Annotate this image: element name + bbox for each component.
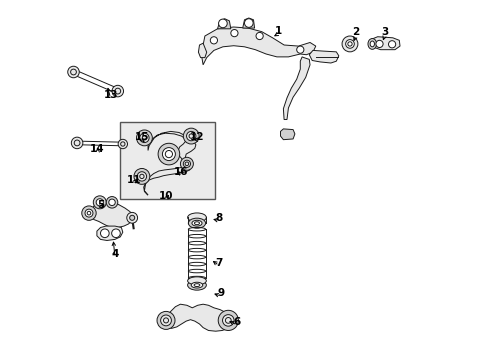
Text: 11: 11 (126, 175, 141, 185)
Circle shape (71, 137, 82, 149)
Circle shape (108, 199, 115, 206)
Polygon shape (217, 19, 230, 29)
Circle shape (68, 66, 79, 78)
Text: 14: 14 (90, 144, 105, 154)
Circle shape (111, 229, 120, 238)
Text: 8: 8 (215, 213, 223, 223)
Text: 4: 4 (111, 249, 119, 259)
Circle shape (218, 310, 238, 330)
Text: 10: 10 (159, 191, 173, 201)
Text: 3: 3 (381, 27, 388, 37)
Text: 9: 9 (217, 288, 224, 298)
Text: 15: 15 (134, 132, 149, 142)
FancyBboxPatch shape (120, 122, 214, 199)
Polygon shape (280, 129, 294, 140)
Circle shape (256, 32, 263, 40)
Text: 13: 13 (103, 90, 118, 100)
Circle shape (210, 37, 217, 44)
Circle shape (112, 85, 123, 97)
Polygon shape (198, 43, 206, 58)
Polygon shape (283, 57, 309, 120)
Circle shape (296, 46, 303, 53)
Circle shape (186, 131, 196, 141)
Circle shape (230, 30, 238, 37)
Circle shape (345, 40, 354, 48)
Ellipse shape (187, 213, 206, 222)
Ellipse shape (367, 39, 376, 49)
Circle shape (140, 133, 149, 143)
Ellipse shape (369, 41, 374, 47)
Polygon shape (309, 50, 338, 63)
Ellipse shape (188, 218, 205, 228)
Polygon shape (242, 18, 254, 28)
Circle shape (160, 315, 171, 326)
Circle shape (93, 196, 106, 209)
Circle shape (129, 215, 134, 220)
Circle shape (106, 197, 118, 208)
Polygon shape (143, 131, 196, 195)
Circle shape (158, 143, 179, 165)
Circle shape (157, 311, 175, 329)
Circle shape (96, 199, 103, 206)
Circle shape (222, 315, 234, 326)
Circle shape (101, 229, 109, 238)
Ellipse shape (191, 282, 203, 288)
Circle shape (126, 212, 137, 223)
Text: 2: 2 (352, 27, 359, 37)
Circle shape (134, 168, 149, 184)
Circle shape (118, 139, 127, 149)
Ellipse shape (187, 277, 206, 285)
Polygon shape (89, 202, 133, 228)
Ellipse shape (192, 220, 202, 226)
Circle shape (244, 19, 253, 27)
Circle shape (137, 172, 146, 181)
Polygon shape (371, 37, 399, 50)
Circle shape (387, 41, 395, 48)
Circle shape (136, 130, 152, 146)
Polygon shape (162, 304, 233, 331)
Polygon shape (201, 27, 315, 65)
Circle shape (183, 128, 199, 144)
Text: 1: 1 (275, 26, 282, 36)
Text: 12: 12 (189, 132, 204, 142)
Circle shape (85, 209, 93, 217)
Circle shape (375, 40, 382, 48)
Circle shape (180, 157, 193, 170)
Circle shape (162, 148, 175, 161)
Text: 6: 6 (233, 317, 241, 327)
Text: 7: 7 (215, 258, 223, 268)
Circle shape (183, 160, 190, 167)
Text: 16: 16 (174, 167, 188, 177)
Circle shape (81, 206, 96, 220)
Text: 5: 5 (97, 200, 104, 210)
Ellipse shape (187, 280, 206, 290)
Polygon shape (97, 226, 122, 240)
Circle shape (342, 36, 357, 52)
Circle shape (218, 19, 227, 28)
